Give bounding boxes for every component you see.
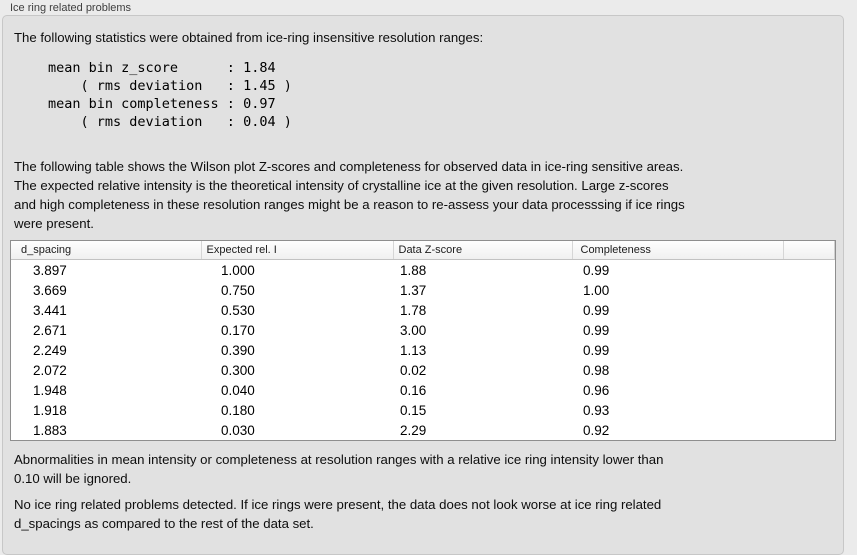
table-row[interactable]: 1.918 0.180 0.15 0.93 <box>11 400 835 420</box>
table-cell: 0.530 <box>221 302 255 318</box>
table-cell: 0.16 <box>400 382 427 398</box>
table-cell: 0.300 <box>221 362 255 378</box>
table-cell: 0.030 <box>221 422 255 438</box>
table-cell: 0.98 <box>583 362 610 378</box>
table-cell: 0.170 <box>221 322 255 338</box>
table-row[interactable]: 2.072 0.300 0.02 0.98 <box>11 360 835 380</box>
table-cell-empty <box>783 360 835 380</box>
table-cell: 1.13 <box>400 342 427 358</box>
table-cell: 0.96 <box>583 382 610 398</box>
ice-ring-table[interactable]: d_spacing Expected rel. I Data Z-score C… <box>10 240 836 441</box>
table-cell: 1.000 <box>221 262 255 278</box>
table-cell: 0.92 <box>583 422 610 438</box>
table-cell: 3.441 <box>33 302 67 318</box>
table-body: 3.897 1.000 1.88 0.99 3.669 0.750 1.37 1.00 3.44… <box>11 260 835 441</box>
table-cell: 0.99 <box>583 322 610 338</box>
table-cell: 2.29 <box>400 422 427 438</box>
wilson-zscore-table: d_spacing Expected rel. I Data Z-score C… <box>11 241 835 440</box>
table-row[interactable]: 2.671 0.170 3.00 0.99 <box>11 320 835 340</box>
column-header-expected-rel-i[interactable]: Expected rel. I <box>201 241 394 260</box>
table-cell-empty <box>783 340 835 360</box>
table-cell: 0.93 <box>583 402 610 418</box>
table-cell-empty <box>783 320 835 340</box>
table-cell: 0.99 <box>583 302 610 318</box>
table-cell-empty <box>783 260 835 281</box>
table-cell: 2.249 <box>33 342 67 358</box>
table-cell: 0.180 <box>221 402 255 418</box>
table-cell: 0.15 <box>400 402 427 418</box>
table-cell-empty <box>783 300 835 320</box>
ice-ring-groupbox: The following statistics were obtained f… <box>2 15 844 555</box>
table-cell-empty <box>783 280 835 300</box>
table-row[interactable]: 1.883 0.030 2.29 0.92 <box>11 420 835 440</box>
groupbox-title: Ice ring related problems <box>10 2 132 14</box>
table-row[interactable]: 2.249 0.390 1.13 0.99 <box>11 340 835 360</box>
intro-text: The following statistics were obtained f… <box>14 30 484 45</box>
table-row[interactable]: 3.441 0.530 1.78 0.99 <box>11 300 835 320</box>
table-header-row: d_spacing Expected rel. I Data Z-score C… <box>11 241 835 260</box>
table-cell: 3.669 <box>33 282 67 298</box>
table-cell: 0.390 <box>221 342 255 358</box>
table-cell: 1.948 <box>33 382 67 398</box>
column-header-completeness[interactable]: Completeness <box>572 241 784 260</box>
conclusion-text: No ice ring related problems detected. I… <box>14 497 662 531</box>
table-row[interactable]: 1.948 0.040 0.16 0.96 <box>11 380 835 400</box>
table-cell: 3.00 <box>400 322 427 338</box>
table-cell-empty <box>783 380 835 400</box>
column-header-data-z-score[interactable]: Data Z-score <box>393 241 573 260</box>
table-cell: 1.918 <box>33 402 67 418</box>
table-row[interactable]: 3.669 0.750 1.37 1.00 <box>11 280 835 300</box>
table-cell: 0.02 <box>400 362 427 378</box>
table-cell: 0.750 <box>221 282 255 298</box>
column-header-empty <box>783 241 835 260</box>
table-cell-empty <box>783 420 835 440</box>
table-cell: 1.883 <box>33 422 67 438</box>
table-cell: 3.897 <box>33 262 67 278</box>
table-cell-empty <box>783 400 835 420</box>
table-row[interactable]: 3.897 1.000 1.88 0.99 <box>11 260 835 281</box>
table-cell: 0.99 <box>583 342 610 358</box>
table-cell: 1.37 <box>400 282 427 298</box>
table-cell: 2.072 <box>33 362 67 378</box>
ignore-note: Abnormalities in mean intensity or compl… <box>14 452 664 486</box>
column-header-d-spacing[interactable]: d_spacing <box>11 241 202 260</box>
window-background: { "panel": { "title": "Ice ring related … <box>2 2 844 555</box>
stats-block: mean bin z_score : 1.84 ( rms deviation … <box>48 60 292 130</box>
table-description: The following table shows the Wilson plo… <box>14 159 685 231</box>
table-cell: 1.78 <box>400 302 427 318</box>
table-cell: 1.00 <box>583 282 610 298</box>
table-cell: 0.040 <box>221 382 255 398</box>
table-cell: 2.671 <box>33 322 67 338</box>
table-cell: 0.99 <box>583 262 610 278</box>
table-cell: 1.88 <box>400 262 427 278</box>
